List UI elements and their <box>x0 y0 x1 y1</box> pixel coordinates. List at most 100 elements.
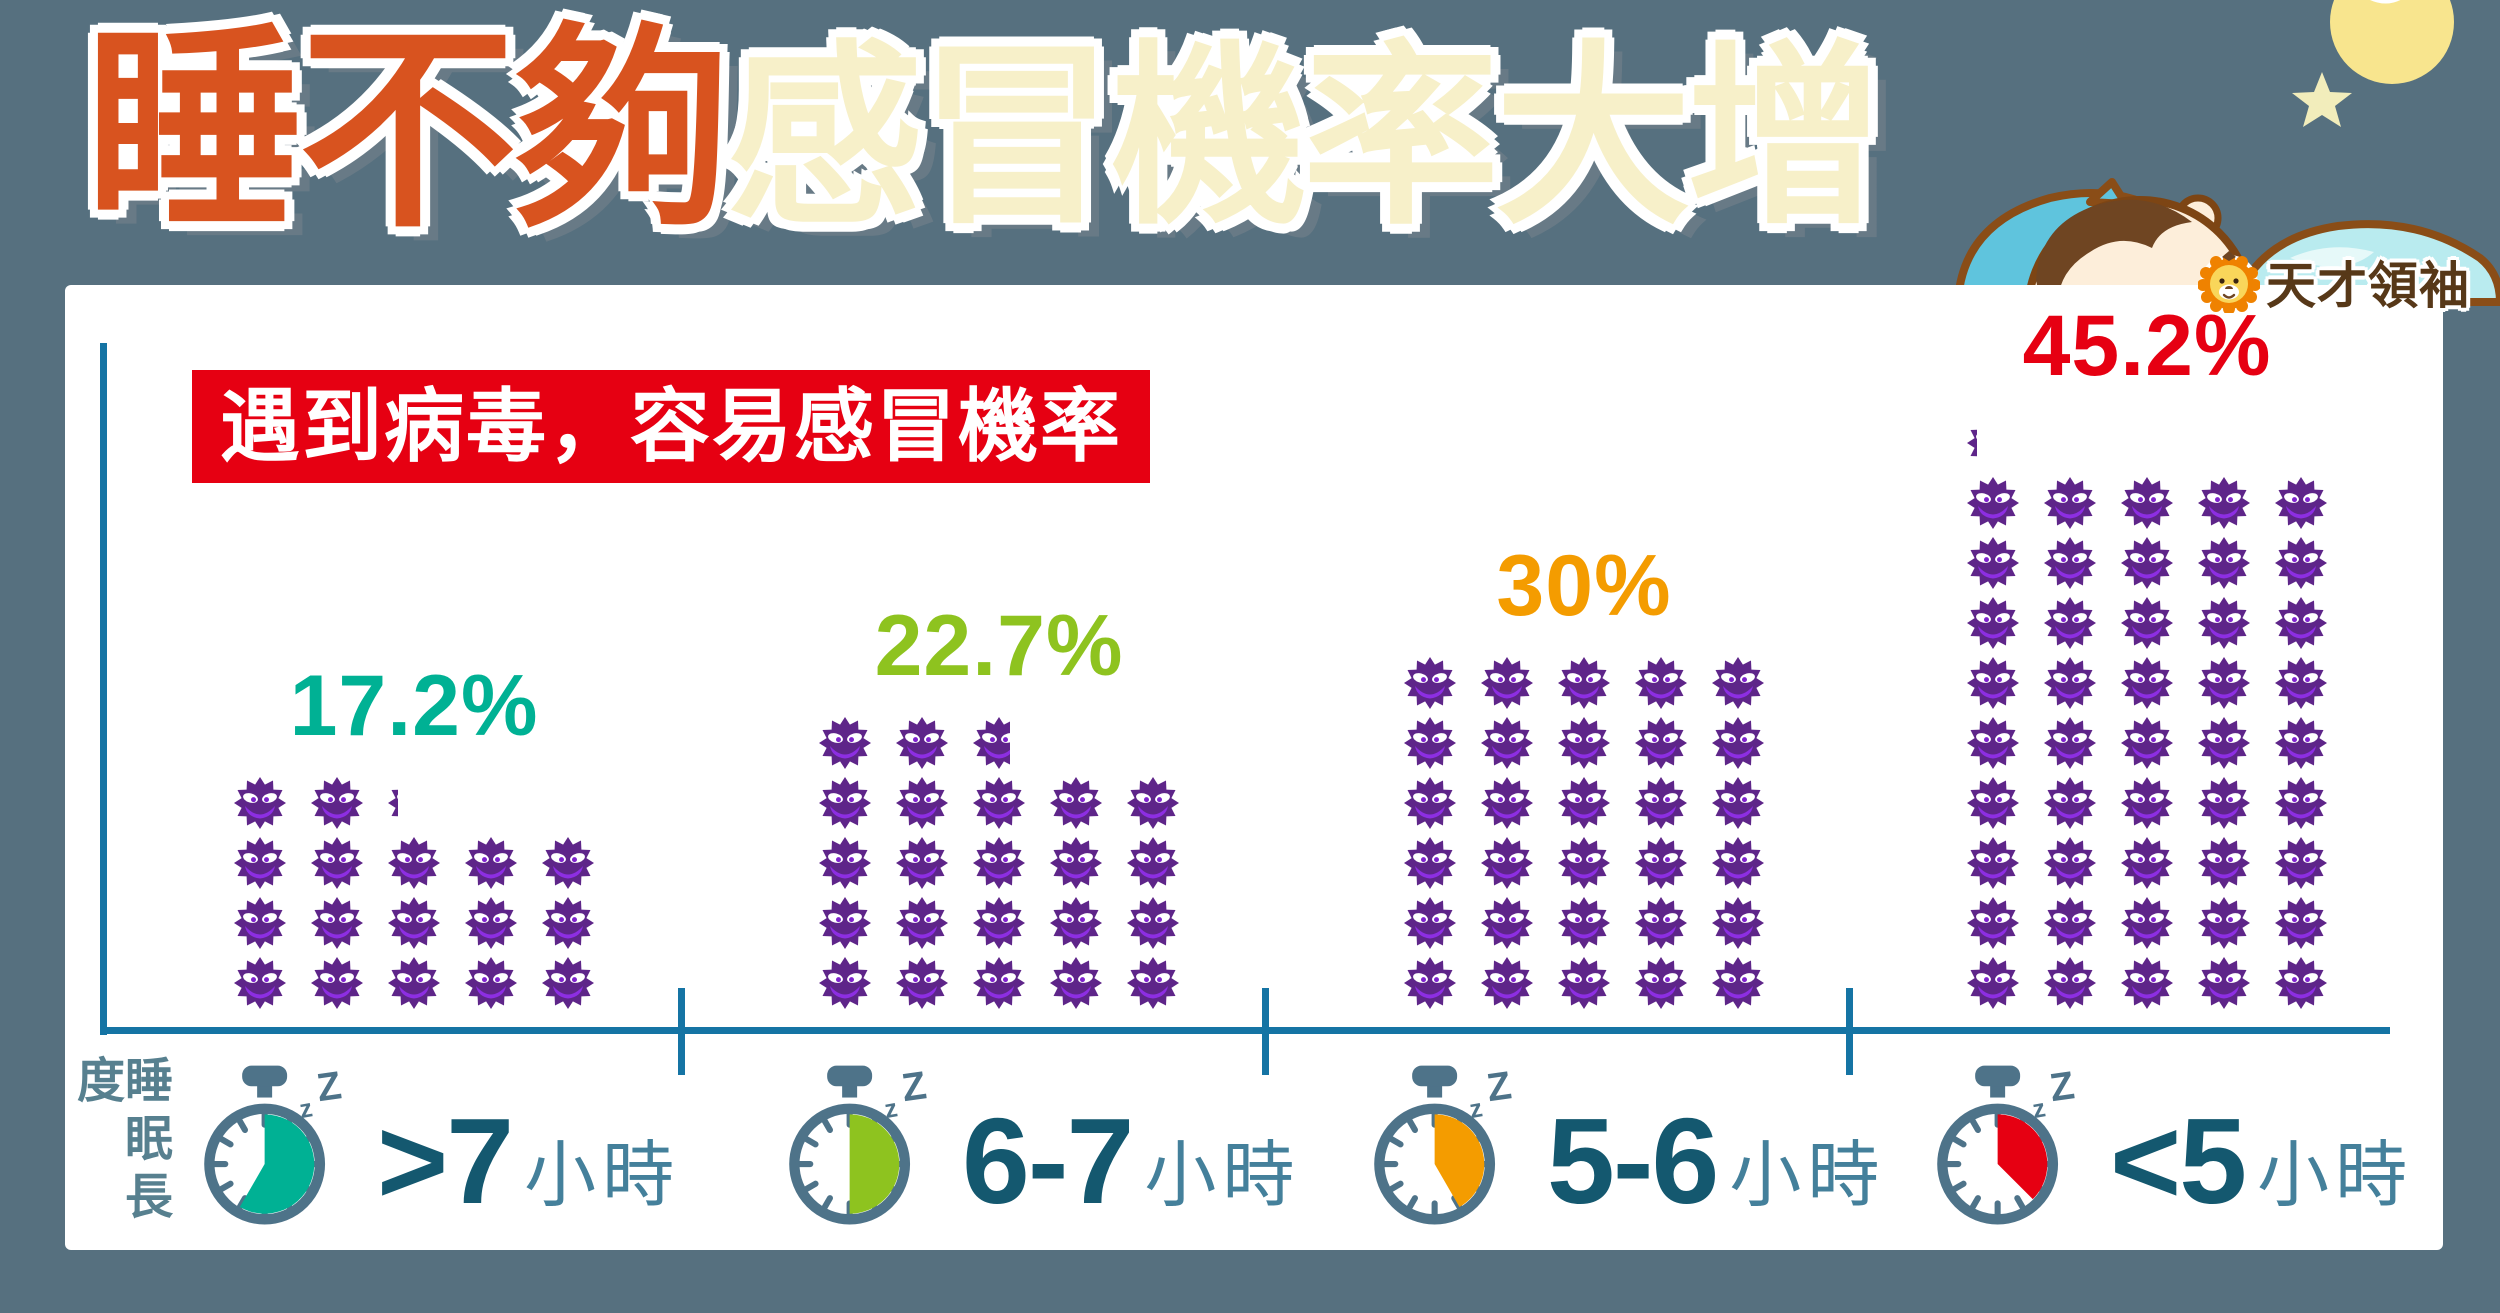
virus-icon-cell <box>2197 716 2251 770</box>
virus-icon-cell <box>1711 896 1765 950</box>
virus-icon <box>2198 897 2250 949</box>
virus-icon <box>2121 597 2173 649</box>
virus-icon-cell <box>1634 716 1688 770</box>
virus-icon <box>2044 477 2096 529</box>
virus-icon <box>2275 837 2327 889</box>
chart-title-banner: 遇到病毒，容易感冒機率 <box>192 370 1150 483</box>
virus-icon-cell <box>1480 836 1534 890</box>
svg-text:Z: Z <box>899 1063 929 1110</box>
virus-icon-cell <box>310 776 364 830</box>
brand-logo-text: 天才領袖 <box>2266 258 2470 314</box>
virus-icon <box>819 957 871 1009</box>
svg-text:Z: Z <box>314 1063 344 1110</box>
virus-icon-cell <box>972 956 1026 1010</box>
virus-icon-cell <box>2043 956 2097 1010</box>
virus-icon <box>234 837 286 889</box>
virus-icon <box>2121 657 2173 709</box>
virus-icon <box>1481 777 1533 829</box>
virus-row <box>1403 716 1765 770</box>
value-label: 22.7% <box>874 598 1124 694</box>
virus-icon-cell <box>1711 776 1765 830</box>
virus-icon <box>1050 777 1102 829</box>
category-unit: 小時 <box>524 1136 681 1216</box>
virus-icon-cell <box>1480 776 1534 830</box>
virus-row <box>818 896 1180 950</box>
virus-icon-cell <box>818 776 872 830</box>
virus-icon <box>2198 957 2250 1009</box>
virus-icon-cell <box>464 956 518 1010</box>
virus-icon <box>2121 897 2173 949</box>
svg-text:Z: Z <box>2047 1063 2077 1110</box>
virus-icon <box>2044 897 2096 949</box>
virus-icon-cell <box>2043 536 2097 590</box>
virus-icon-cell <box>818 956 872 1010</box>
x-axis-tick <box>1846 988 1853 1075</box>
virus-row <box>818 776 1180 830</box>
virus-icon-cell <box>2197 776 2251 830</box>
virus-icon-cell <box>1966 656 2020 710</box>
star-icon <box>2292 72 2352 127</box>
virus-icon-cell <box>233 896 287 950</box>
virus-icon <box>1050 897 1102 949</box>
virus-icon-cell <box>2120 776 2174 830</box>
virus-icon <box>2044 717 2096 769</box>
category-unit: 小時 <box>1729 1136 1886 1216</box>
virus-icon <box>1127 837 1179 889</box>
virus-icon-cell <box>2197 896 2251 950</box>
virus-icon <box>388 789 398 817</box>
virus-icon <box>1635 837 1687 889</box>
virus-icon-cell <box>1966 896 2020 950</box>
virus-icon-cell <box>1403 956 1457 1010</box>
virus-icon-cell <box>2274 656 2328 710</box>
virus-icon-cell <box>2274 836 2328 890</box>
virus-icon <box>465 837 517 889</box>
virus-icon <box>2275 717 2327 769</box>
virus-icon <box>896 897 948 949</box>
virus-icon <box>1481 837 1533 889</box>
virus-icon-cell <box>1049 896 1103 950</box>
virus-icon <box>2198 837 2250 889</box>
virus-icon-cell <box>2274 716 2328 770</box>
virus-icon <box>1967 777 2019 829</box>
virus-icon-cell <box>2274 956 2328 1010</box>
virus-icon <box>311 777 363 829</box>
virus-icon <box>2044 657 2096 709</box>
virus-icon <box>1558 957 1610 1009</box>
pictograph-group-gt7h: 17.2% <box>233 658 595 1010</box>
virus-icon <box>2198 777 2250 829</box>
page-title: 睡不夠 感冒機率大增 <box>85 17 1883 248</box>
virus-icon <box>388 957 440 1009</box>
virus-icon-cell <box>1403 836 1457 890</box>
virus-icon-cell <box>2274 776 2328 830</box>
virus-icon-cell <box>1480 896 1534 950</box>
virus-icon <box>1558 717 1610 769</box>
virus-icon <box>2121 957 2173 1009</box>
virus-icon <box>1967 597 2019 649</box>
virus-row <box>1966 776 2328 830</box>
virus-icon <box>2121 777 2173 829</box>
virus-icon-cell <box>1049 956 1103 1010</box>
virus-icon <box>2198 717 2250 769</box>
virus-icon-cell <box>1966 716 2020 770</box>
virus-row <box>818 716 1180 770</box>
virus-row <box>818 836 1180 890</box>
virus-icon-cell <box>464 896 518 950</box>
page-title-rest: 感冒機率大增 <box>727 28 1883 248</box>
pictograph-group-lt5h: 45.2% <box>1966 298 2328 1010</box>
virus-row <box>1403 896 1765 950</box>
svg-text:z: z <box>1467 1094 1484 1124</box>
virus-icon <box>896 957 948 1009</box>
virus-icon <box>2121 537 2173 589</box>
moon-highlight <box>2370 0 2401 4</box>
virus-icon-cell <box>1711 956 1765 1010</box>
virus-grid <box>1403 650 1765 1010</box>
x-axis-line <box>100 1027 2390 1034</box>
virus-icon <box>388 837 440 889</box>
virus-icon-cell <box>2043 836 2097 890</box>
virus-icon <box>234 957 286 1009</box>
virus-icon-cell <box>1480 956 1534 1010</box>
